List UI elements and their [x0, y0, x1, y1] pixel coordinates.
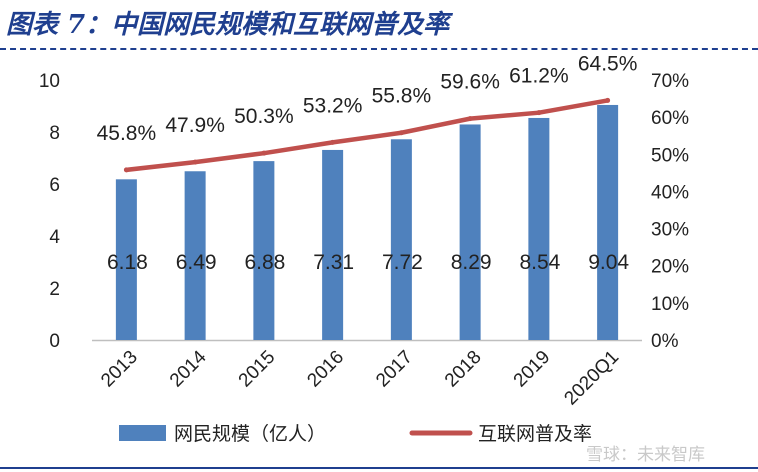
- legend-label-line: 互联网普及率: [478, 423, 592, 445]
- y-right-tick-label: 20%: [651, 257, 689, 278]
- bar: [528, 117, 550, 341]
- bar-data-label: 6.49: [176, 251, 217, 274]
- y-left-tick-label: 2: [49, 279, 60, 300]
- line-point: [536, 110, 542, 116]
- y-left-tick-label: 6: [49, 175, 60, 196]
- line-point: [605, 97, 611, 103]
- bar: [253, 161, 275, 340]
- line-point: [330, 139, 336, 145]
- x-tick-label: 2019: [510, 347, 555, 392]
- y-left-tick-label: 4: [49, 227, 60, 248]
- x-tick-label: 2020Q1: [560, 347, 623, 410]
- line-point: [123, 167, 129, 173]
- title-divider: [0, 48, 758, 50]
- y-left-tick-label: 10: [39, 71, 60, 92]
- line-data-label: 61.2%: [509, 65, 569, 88]
- line-data-label: 53.2%: [303, 94, 363, 117]
- bar: [322, 149, 344, 340]
- line-point: [192, 159, 198, 165]
- x-tick-label: 2015: [235, 347, 280, 392]
- bar-data-label: 7.72: [382, 251, 423, 274]
- bottom-divider: [0, 467, 758, 469]
- x-tick-label: 2016: [303, 347, 348, 392]
- x-tick-label: 2018: [441, 347, 486, 392]
- x-tick-label: 2014: [166, 346, 211, 391]
- bar: [184, 171, 206, 340]
- y-right-tick-label: 50%: [651, 145, 689, 166]
- watermark: 雪球：未来智库: [586, 445, 705, 465]
- line-data-label: 64.5%: [578, 52, 638, 75]
- line-data-label: 55.8%: [372, 85, 432, 108]
- y-right-tick-label: 60%: [651, 108, 689, 129]
- line-data-label: 45.8%: [97, 122, 157, 145]
- legend-swatch-bar: [119, 425, 166, 441]
- bar-data-label: 9.04: [588, 251, 629, 274]
- line-data-label: 59.6%: [440, 71, 500, 94]
- line-point: [398, 130, 404, 136]
- bar: [390, 139, 412, 340]
- legend-label-bar: 网民规模（亿人）: [174, 423, 326, 445]
- y-right-tick-label: 30%: [651, 220, 689, 241]
- y-right-tick-label: 10%: [651, 294, 689, 315]
- line-point: [261, 150, 267, 156]
- line-data-label: 47.9%: [165, 114, 225, 137]
- x-tick-label: 2017: [372, 347, 417, 392]
- line-point: [467, 116, 473, 122]
- figure-title: 图表 7：中国网民规模和互联网普及率: [6, 10, 450, 40]
- line-series: [124, 98, 610, 173]
- bar: [115, 179, 137, 340]
- bar-data-label: 8.29: [451, 251, 492, 274]
- bar-data-label: 6.18: [107, 251, 148, 274]
- bar: [459, 124, 481, 341]
- y-right-tick-label: 40%: [651, 182, 689, 203]
- y-left-tick-label: 8: [49, 123, 60, 144]
- bar-data-label: 6.88: [244, 251, 285, 274]
- y-left-tick-label: 0: [49, 331, 60, 352]
- line-data-label: 50.3%: [234, 105, 294, 128]
- bar: [597, 104, 619, 341]
- bar-data-label: 8.54: [519, 251, 560, 274]
- y-right-tick-label: 70%: [651, 71, 689, 92]
- bar-data-label: 7.31: [313, 251, 354, 274]
- y-right-tick-label: 0%: [651, 331, 679, 352]
- x-tick-label: 2013: [97, 347, 142, 392]
